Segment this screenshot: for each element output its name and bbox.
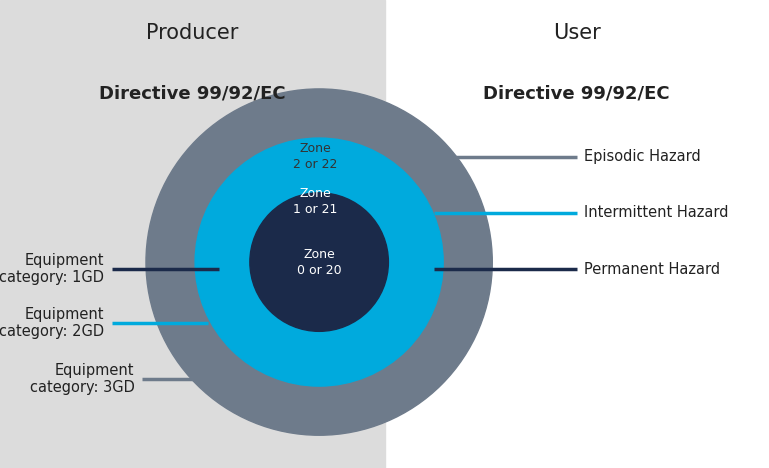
Text: Equipment
category: 1GD: Equipment category: 1GD [0, 253, 104, 285]
Ellipse shape [146, 89, 492, 435]
Ellipse shape [250, 193, 388, 331]
Text: Zone
0 or 20: Zone 0 or 20 [297, 248, 341, 277]
Bar [0, 0, 384, 468]
Text: Zone
2 or 22: Zone 2 or 22 [293, 142, 338, 171]
Ellipse shape [195, 138, 443, 386]
Text: Equipment
category: 2GD: Equipment category: 2GD [0, 307, 104, 339]
Text: Equipment
category: 3GD: Equipment category: 3GD [30, 363, 135, 395]
Text: Permanent Hazard: Permanent Hazard [584, 262, 721, 277]
Text: User: User [553, 23, 601, 43]
Text: Producer: Producer [146, 23, 238, 43]
Text: Episodic Hazard: Episodic Hazard [584, 149, 701, 164]
Text: Directive 99/92/EC: Directive 99/92/EC [99, 85, 285, 102]
Text: Zone
1 or 21: Zone 1 or 21 [293, 187, 338, 216]
Text: Directive 99/92/EC: Directive 99/92/EC [484, 85, 670, 102]
Text: Intermittent Hazard: Intermittent Hazard [584, 205, 729, 220]
